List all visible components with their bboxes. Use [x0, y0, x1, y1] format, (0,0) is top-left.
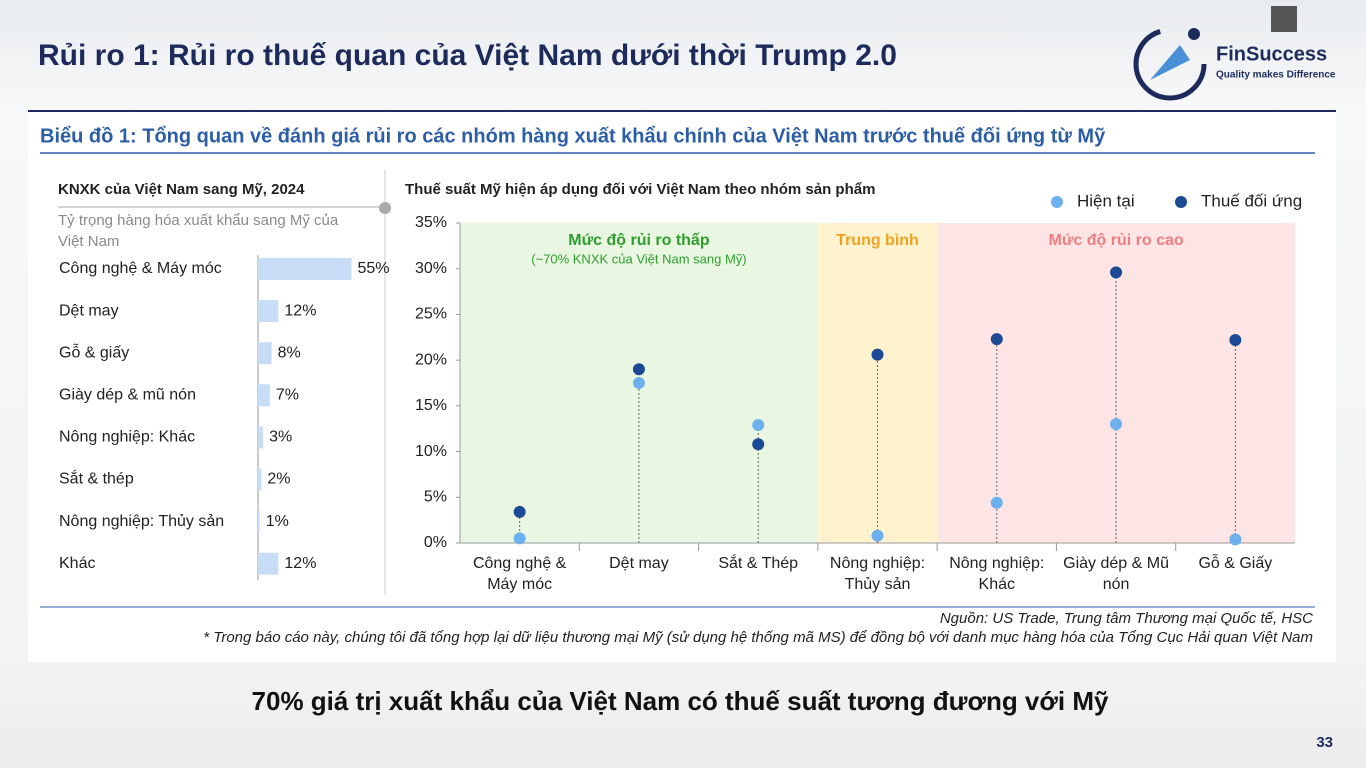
value-label: 1% [266, 513, 289, 530]
bar-chart-subtitle-text: Tỷ trọng hàng hóa xuất khẩu sang Mỹ của … [58, 212, 339, 250]
legend-label: Hiện tại [1077, 191, 1135, 210]
dot [632, 363, 645, 376]
region-note: (~70% KNXK của Việt Nam sang Mỹ) [531, 251, 746, 266]
dot [752, 419, 765, 432]
region-label: Mức độ rủi ro cao [1048, 232, 1183, 249]
bar [258, 342, 272, 365]
dot [1110, 418, 1123, 431]
bar [258, 384, 270, 407]
bar-chart-title: KNXK của Việt Nam sang Mỹ, 2024 [58, 181, 305, 198]
value-label: 2% [267, 471, 290, 488]
x-tick-label: Gỗ & Giấy [1198, 555, 1273, 572]
dot [513, 532, 526, 545]
x-tick-label-text: Giày dép & Mũ nón [1063, 555, 1169, 593]
x-tick-label-text: Gỗ & Giấy [1198, 555, 1273, 572]
y-tick-label: 15% [415, 397, 447, 414]
x-tick-label: Nông nghiệp: Khác [949, 555, 1045, 593]
logo-ring [1133, 27, 1207, 101]
dot [632, 377, 645, 389]
bar [258, 258, 352, 280]
dot [1229, 334, 1242, 347]
x-tick-label: Công nghệ & Máy móc [472, 555, 567, 593]
category-label: Khác [59, 555, 95, 572]
bar-chart-subtitle: Tỷ trọng hàng hóa xuất khẩu sang Mỹ của … [58, 212, 339, 250]
divider-dot [379, 202, 391, 214]
value-label: 7% [276, 387, 299, 404]
region-label: Mức độ rủi ro thấp [568, 232, 710, 249]
x-tick-label: Sắt & Thép [718, 555, 799, 572]
source: Nguồn: US Trade, Trung tâm Thương mại Qu… [940, 610, 1313, 627]
x-tick-label: Nông nghiệp: Thủy sản [829, 555, 926, 593]
category-label: Nông nghiệp: Thủy sản [59, 513, 224, 530]
x-tick-label-text: Dệt may [609, 555, 669, 572]
category-label: Giày dép & mũ nón [59, 387, 196, 404]
legend-marker [1051, 196, 1063, 208]
value-label: 55% [358, 260, 390, 277]
y-tick-label: 10% [415, 443, 447, 460]
logo-tagline: Quality makes Difference [1216, 70, 1336, 81]
value-label: 12% [284, 555, 316, 572]
dot [513, 505, 526, 518]
fullscreen-button[interactable] [1271, 6, 1297, 32]
region-label: Trung bình [836, 232, 919, 249]
legend-marker [1175, 196, 1187, 208]
bar [258, 510, 260, 533]
category-label: Gỗ & giấy [59, 342, 129, 361]
category-label: Sắt & thép [59, 469, 134, 488]
page-number: 33 [1316, 734, 1333, 751]
dot [1110, 266, 1123, 279]
fullscreen-icon[interactable] [1271, 6, 1297, 32]
dot [752, 438, 765, 451]
logo-name: FinSuccess [1216, 43, 1327, 65]
caption: 70% giá trị xuất khẩu của Việt Nam có th… [252, 686, 1109, 716]
value-label: 3% [269, 429, 292, 446]
logo-dot [1188, 28, 1200, 40]
x-tick-label-text: Nông nghiệp: Khác [949, 555, 1045, 593]
x-tick-label-text: Nông nghiệp: Thủy sản [829, 555, 926, 593]
dot [871, 348, 884, 361]
y-tick-label: 30% [415, 260, 447, 277]
y-tick-label: 20% [415, 351, 447, 368]
y-tick-label: 0% [424, 534, 447, 551]
category-label: Công nghệ & Máy móc [59, 260, 222, 277]
x-tick-label: Dệt may [609, 555, 669, 572]
value-label: 8% [278, 344, 301, 361]
category-label: Dệt may [59, 302, 119, 319]
y-tick-label: 5% [424, 489, 447, 506]
bar [258, 300, 279, 323]
legend-label: Thuế đối ứng [1201, 191, 1302, 210]
y-tick-label: 35% [415, 214, 447, 231]
chart-heading: Biểu đồ 1: Tổng quan về đánh giá rủi ro … [40, 125, 1106, 147]
slide-title: Rủi ro 1: Rủi ro thuế quan của Việt Nam … [38, 39, 897, 72]
logo: FinSuccess Quality makes Difference [1133, 27, 1336, 101]
y-tick-label: 25% [415, 306, 447, 323]
dot [871, 529, 884, 542]
x-tick-label-text: Công nghệ & Máy móc [472, 555, 567, 593]
dot-chart-title: Thuế suất Mỹ hiện áp dụng đối với Việt N… [405, 181, 875, 198]
x-tick-label-text: Sắt & Thép [718, 555, 799, 572]
dot [1229, 533, 1242, 546]
bar [258, 426, 264, 449]
footnote: * Trong báo cáo này, chúng tôi đã tổng h… [203, 629, 1313, 646]
dot [990, 496, 1003, 509]
value-label: 12% [284, 302, 316, 319]
logo-mark [1150, 45, 1190, 80]
bar [258, 552, 279, 575]
x-tick-label: Giày dép & Mũ nón [1063, 555, 1169, 593]
dot [990, 333, 1003, 346]
category-label: Nông nghiệp: Khác [59, 429, 195, 446]
bar [258, 468, 262, 491]
